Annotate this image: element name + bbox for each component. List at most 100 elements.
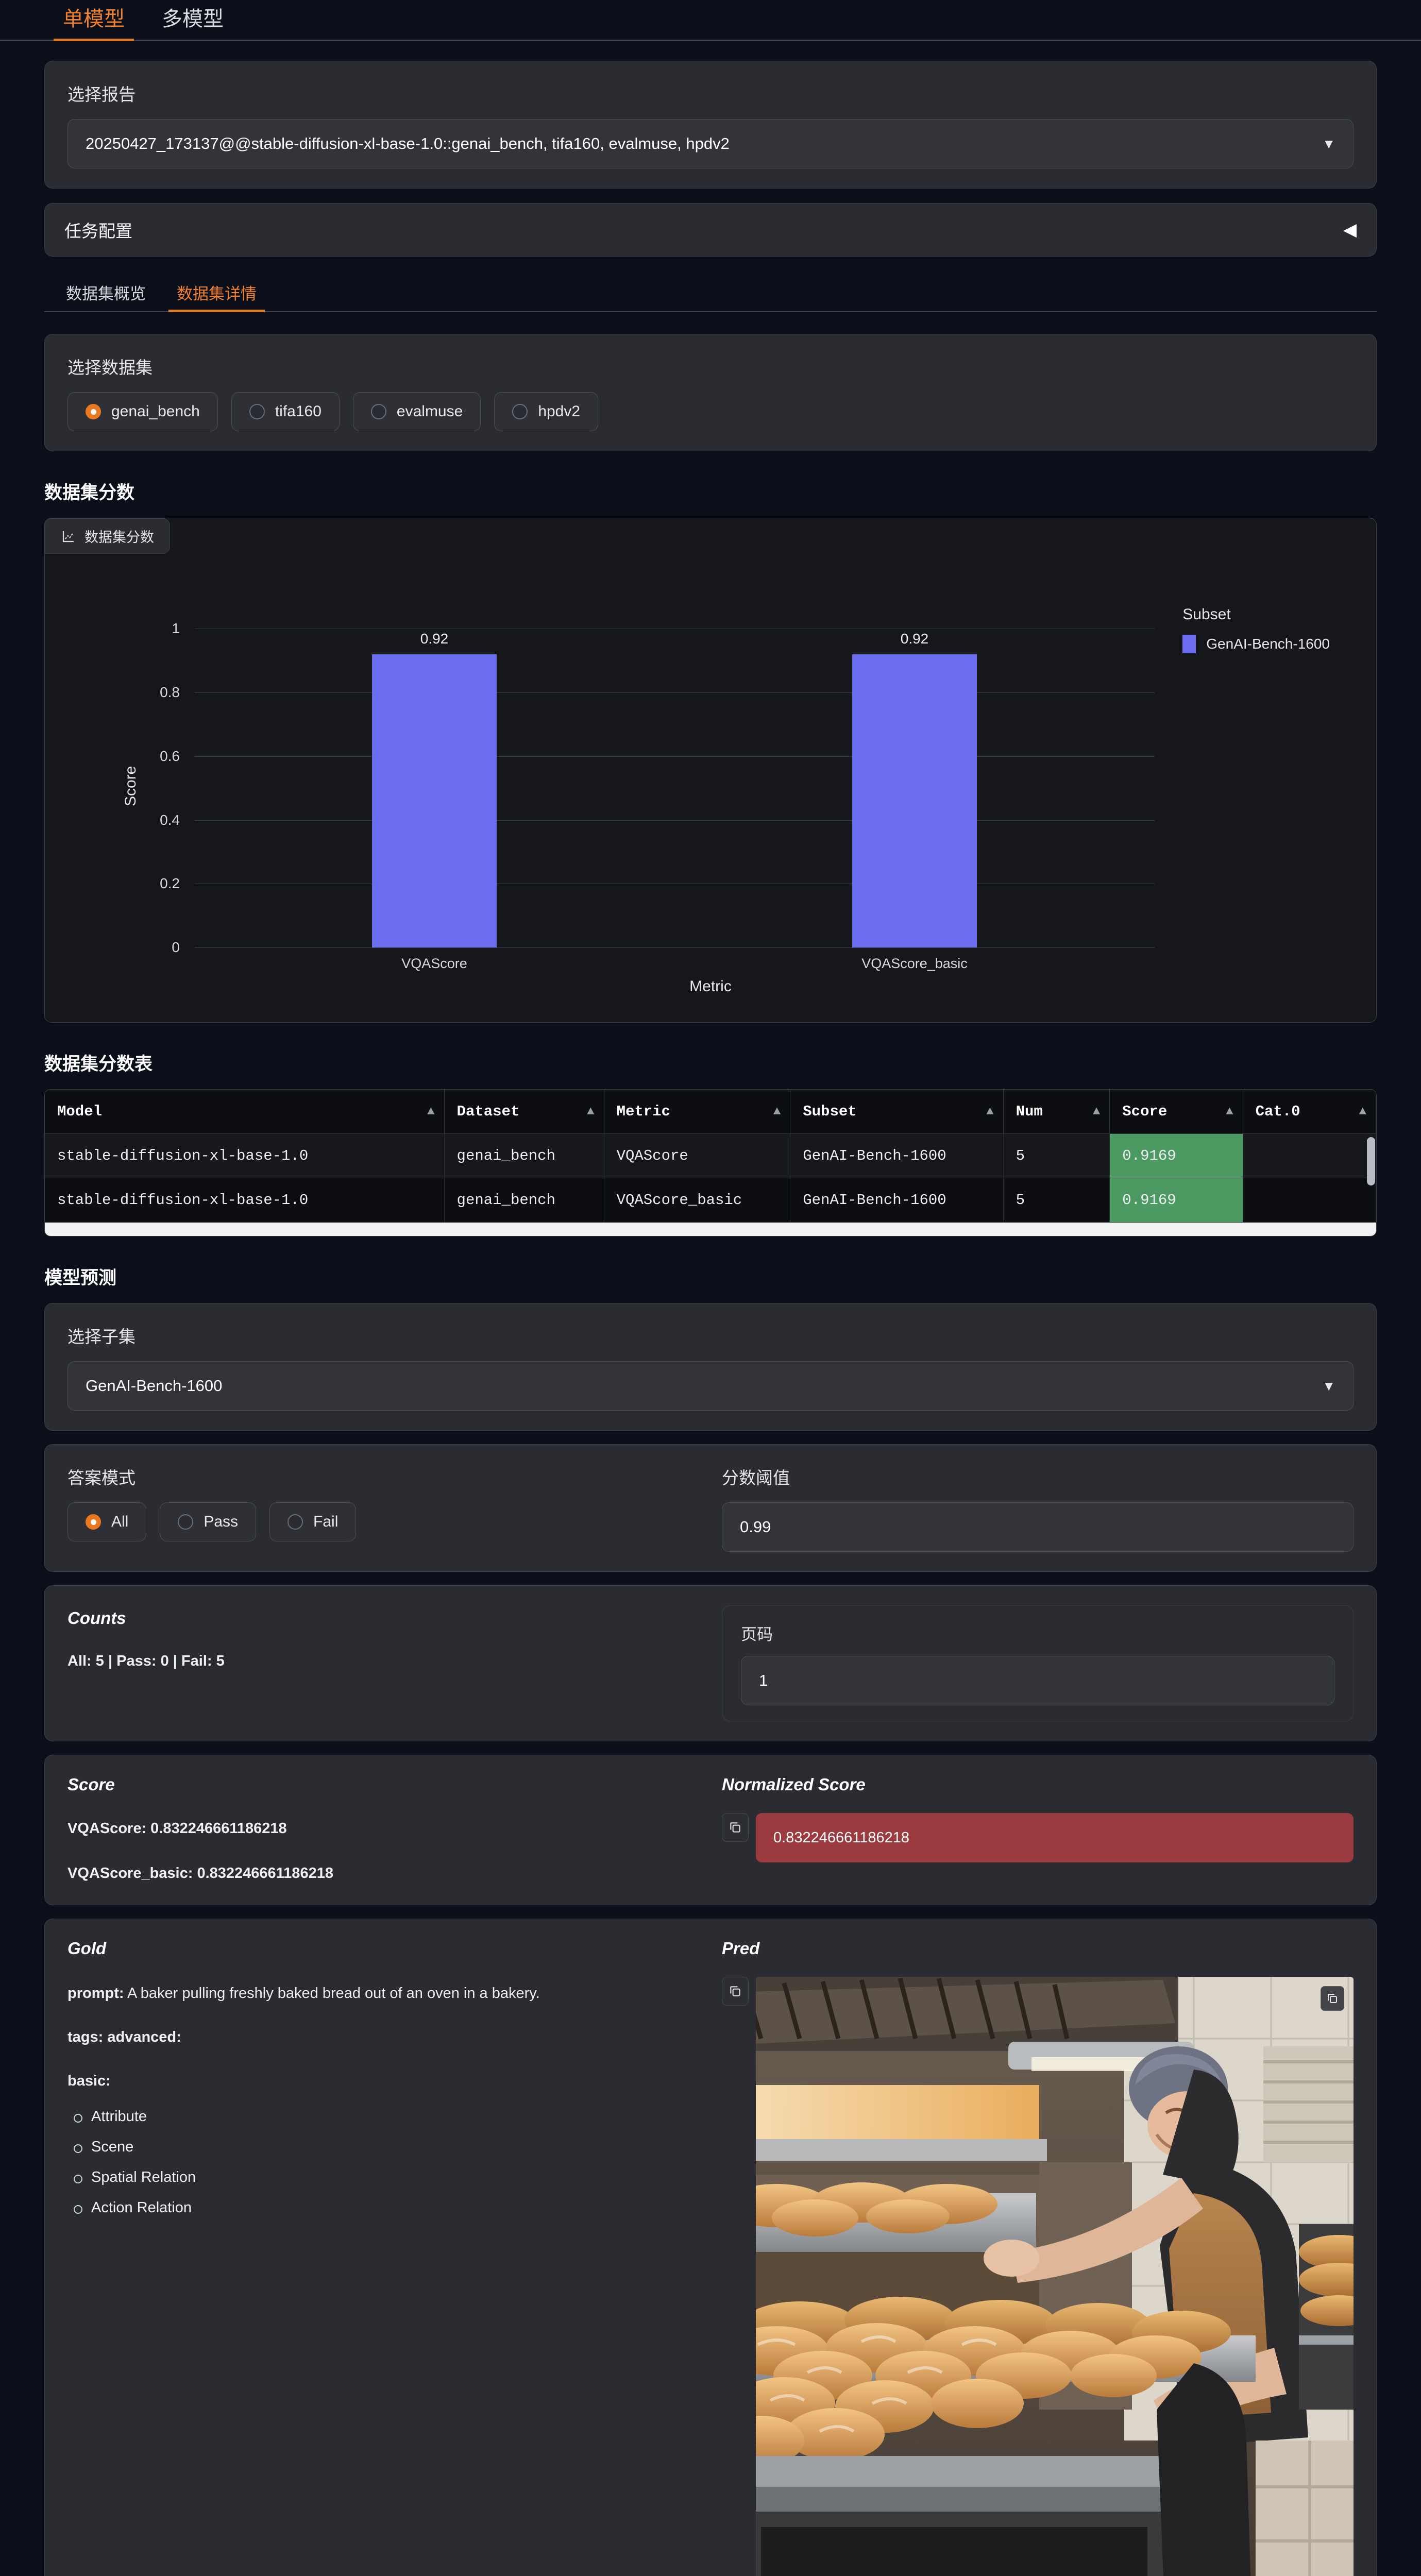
list-item: Scene	[74, 2139, 699, 2156]
table-col-score[interactable]: Score ▲	[1109, 1090, 1243, 1134]
chart-bar-value-label: 0.92	[900, 630, 929, 647]
legend-label: GenAI-Bench-1600	[1206, 636, 1330, 652]
subset-select-dropdown[interactable]: GenAI-Bench-1600 ▼	[67, 1361, 1354, 1411]
score-line-vqascore-basic: VQAScore_basic: 0.832246661186218	[67, 1865, 333, 1882]
col-label: Cat.0	[1255, 1103, 1300, 1120]
page-input[interactable]: 1	[741, 1656, 1334, 1705]
dataset-option-tifa160[interactable]: tifa160	[231, 392, 340, 431]
cell-cat0	[1243, 1133, 1376, 1178]
subtab-dataset-overview[interactable]: 数据集概览	[66, 285, 146, 303]
cell-dataset: genai_bench	[444, 1133, 604, 1178]
chart-x-tick-label: VQAScore	[401, 956, 467, 971]
gold-prompt-key: prompt:	[67, 1985, 124, 2002]
subset-select-label: 选择子集	[67, 1327, 136, 1346]
normalized-score-value: 0.832246661186218	[756, 1813, 1354, 1862]
answer-mode-option-fail[interactable]: Fail	[269, 1502, 357, 1541]
gold-pred-panel: Gold prompt: A baker pulling freshly bak…	[44, 1918, 1377, 2576]
score-line-vqascore: VQAScore: 0.832246661186218	[67, 1820, 287, 1837]
prediction-section-title: 模型预测	[44, 1268, 117, 1288]
table-col-cat0[interactable]: Cat.0 ▲	[1243, 1090, 1376, 1134]
col-label: Dataset	[456, 1103, 520, 1120]
gold-basic-line: basic:	[67, 2072, 111, 2089]
cell-model: stable-diffusion-xl-base-1.0	[45, 1133, 445, 1178]
report-select-label: 选择报告	[67, 85, 136, 104]
table-col-model[interactable]: Model ▲	[45, 1090, 445, 1134]
cell-num: 5	[1003, 1178, 1110, 1223]
expand-image-icon[interactable]	[1321, 1986, 1344, 2011]
chart-legend: Subset GenAI-Bench-1600	[1182, 606, 1330, 653]
chart-y-tick-label: 0.6	[160, 748, 180, 764]
sort-asc-icon: ▲	[773, 1105, 781, 1118]
prediction-image[interactable]	[756, 1976, 1354, 2576]
chart-x-axis-title: Metric	[689, 978, 732, 995]
chart-gridline	[194, 947, 1155, 948]
table-vertical-scrollbar[interactable]	[1367, 1137, 1375, 1221]
tab-single-model[interactable]: 单模型	[44, 9, 143, 41]
subset-select-value: GenAI-Bench-1600	[86, 1377, 223, 1395]
sort-asc-icon: ▲	[1226, 1105, 1233, 1118]
legend-item[interactable]: GenAI-Bench-1600	[1182, 635, 1330, 653]
tab-multi-model[interactable]: 多模型	[162, 8, 224, 30]
table-col-metric[interactable]: Metric ▲	[604, 1090, 791, 1134]
answer-mode-option-pass[interactable]: Pass	[160, 1502, 257, 1541]
table-row[interactable]: stable-diffusion-xl-base-1.0 genai_bench…	[45, 1178, 1376, 1223]
copy-button[interactable]	[722, 1976, 749, 2006]
radio-dot-icon	[370, 404, 386, 419]
dataset-option-genai-bench[interactable]: genai_bench	[67, 392, 218, 431]
dataset-score-chart: 数据集分数 0 0.2 0.4 0.6 0.8 1 0.92 VQAScore 0.92 VQAS…	[44, 518, 1377, 1023]
radio-dot-icon	[512, 404, 528, 419]
answer-mode-option-all[interactable]: All	[67, 1502, 147, 1541]
chart-y-tick-label: 0.8	[160, 684, 180, 701]
answer-mode-option-label: All	[111, 1513, 129, 1530]
table-row[interactable]: stable-diffusion-xl-base-1.0 genai_bench…	[45, 1133, 1376, 1178]
dataset-option-evalmuse[interactable]: evalmuse	[352, 392, 481, 431]
chart-chip[interactable]: 数据集分数	[45, 518, 170, 554]
counts-label: Counts	[67, 1608, 126, 1628]
cell-num: 5	[1003, 1133, 1110, 1178]
col-label: Subset	[803, 1103, 857, 1120]
cell-metric: VQAScore	[604, 1133, 791, 1178]
score-label: Score	[67, 1775, 115, 1794]
sort-asc-icon: ▲	[1092, 1105, 1101, 1118]
pred-block: Pred	[722, 1939, 1354, 2576]
counts-block: Counts All: 5 | Pass: 0 | Fail: 5	[67, 1605, 699, 1673]
normalized-score-label: Normalized Score	[722, 1775, 866, 1794]
report-select-dropdown[interactable]: 20250427_173137@@stable-diffusion-xl-bas…	[67, 119, 1354, 168]
chart-section-title: 数据集分数	[44, 483, 135, 503]
dataset-select-panel: 选择数据集 genai_bench tifa160 evalmuse hpdv2	[44, 334, 1377, 451]
page-value: 1	[759, 1671, 768, 1689]
table-col-num[interactable]: Num ▲	[1003, 1090, 1110, 1134]
cell-cat0	[1243, 1178, 1376, 1223]
subtab-dataset-detail[interactable]: 数据集详情	[161, 286, 272, 312]
chart-bar[interactable]	[371, 654, 497, 947]
table-col-dataset[interactable]: Dataset ▲	[444, 1090, 604, 1134]
task-config-accordion[interactable]: 任务配置 ◀	[44, 203, 1377, 257]
threshold-input[interactable]: 0.99	[722, 1502, 1354, 1552]
table-horizontal-scrollbar[interactable]	[45, 1223, 1376, 1236]
dataset-option-hpdv2[interactable]: hpdv2	[494, 392, 599, 431]
chart-y-tick-label: 0.4	[160, 811, 180, 828]
list-item: Attribute	[74, 2108, 699, 2125]
page-label: 页码	[741, 1625, 773, 1643]
answer-mode-radio-group: All Pass Fail	[67, 1502, 699, 1541]
gold-block: Gold prompt: A baker pulling freshly bak…	[67, 1939, 699, 2230]
chevron-down-icon: ▼	[1322, 135, 1335, 151]
collapse-left-icon: ◀	[1343, 220, 1357, 240]
threshold-label: 分数阈值	[722, 1468, 790, 1487]
cell-model: stable-diffusion-xl-base-1.0	[45, 1178, 445, 1223]
cell-dataset: genai_bench	[444, 1178, 604, 1223]
radio-dot-icon	[249, 404, 265, 419]
sort-asc-icon: ▲	[986, 1105, 994, 1118]
table-col-subset[interactable]: Subset ▲	[790, 1090, 1004, 1134]
subset-select-panel: 选择子集 GenAI-Bench-1600 ▼	[44, 1303, 1377, 1431]
dataset-radio-group: genai_bench tifa160 evalmuse hpdv2	[67, 392, 1354, 431]
gold-label: Gold	[67, 1938, 107, 1958]
copy-button[interactable]	[722, 1813, 749, 1842]
cell-subset: GenAI-Bench-1600	[790, 1178, 1004, 1223]
col-label: Score	[1122, 1103, 1168, 1120]
table-header-row: Model ▲ Dataset ▲ Metric ▲ Subset ▲	[45, 1090, 1376, 1134]
chart-bar[interactable]	[852, 654, 977, 947]
copy-icon	[729, 1821, 742, 1834]
chart-chip-label: 数据集分数	[84, 530, 154, 545]
radio-dot-icon	[287, 1514, 303, 1530]
